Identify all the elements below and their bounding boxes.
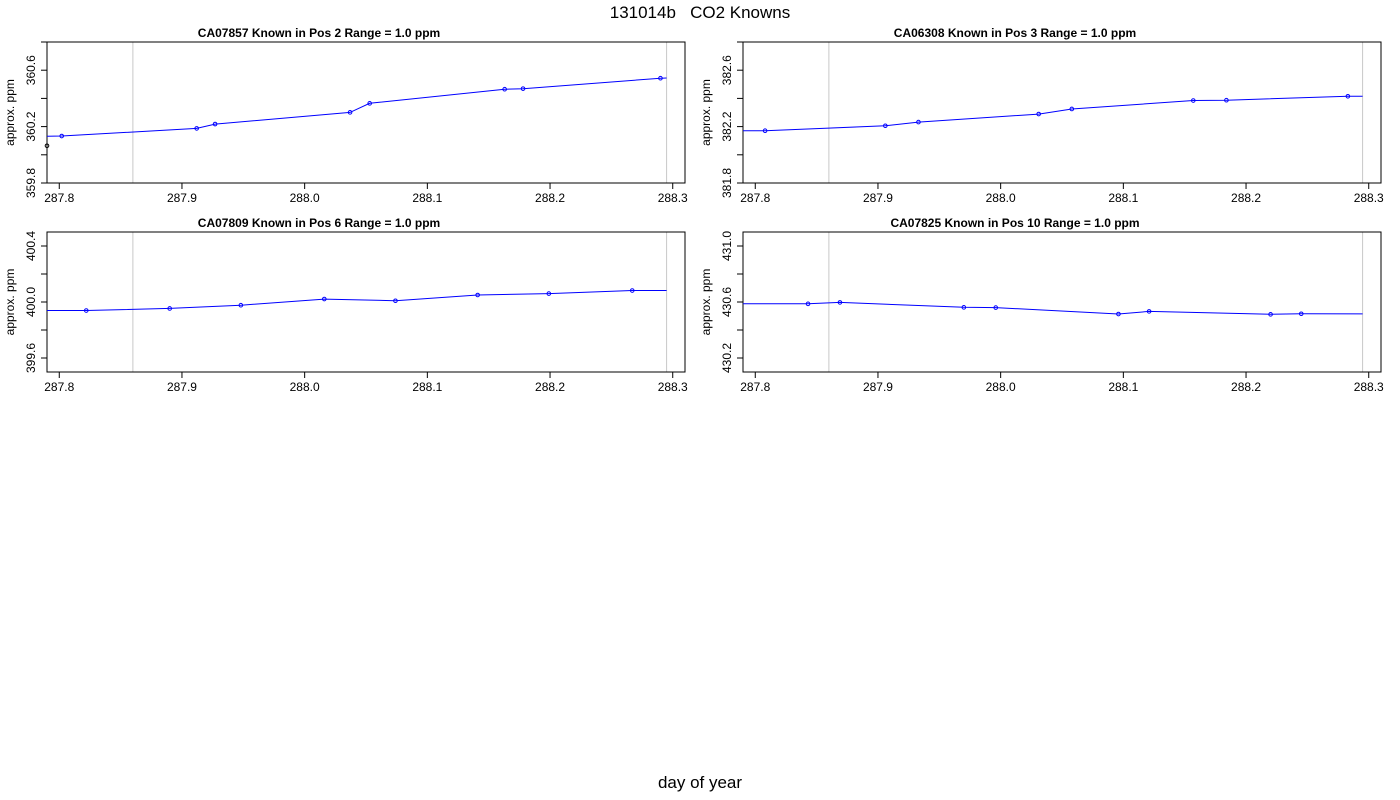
- panel-title: CA07857 Known in Pos 2 Range = 1.0 ppm: [198, 26, 440, 40]
- x-tick-label: 287.8: [740, 191, 770, 205]
- x-tick-label: 288.2: [1231, 380, 1261, 394]
- x-tick-label: 288.3: [658, 191, 688, 205]
- data-point-points: [762, 128, 768, 133]
- data-point-points: [393, 298, 398, 304]
- data-point-points: [212, 121, 218, 127]
- y-tick-label: 382.6: [720, 55, 734, 85]
- y-axis-label: approx. ppm: [3, 79, 17, 146]
- y-tick-label: 430.2: [720, 343, 734, 373]
- y-axis-label: approx. ppm: [3, 269, 17, 336]
- x-tick-label: 287.8: [44, 380, 74, 394]
- x-tick-label: 287.8: [44, 191, 74, 205]
- x-tick-label: 288.0: [986, 380, 1016, 394]
- plot-frame: [46, 41, 686, 184]
- data-point-points: [59, 133, 65, 139]
- x-tick-label: 288.0: [290, 191, 320, 205]
- x-tick-label: 288.3: [1354, 380, 1384, 394]
- data-point-points: [629, 288, 635, 293]
- data-point-points: [1146, 309, 1152, 314]
- data-point-points: [1298, 311, 1304, 317]
- y-tick-label: 400.0: [24, 287, 38, 317]
- x-tick-label: 287.9: [167, 191, 197, 205]
- series-line-fit: [742, 95, 1363, 132]
- data-point-points: [321, 296, 327, 302]
- data-point-points: [1268, 312, 1273, 317]
- x-tick-label: 288.2: [535, 191, 565, 205]
- data-point-points: [1224, 97, 1229, 103]
- y-axis-label: approx. ppm: [699, 269, 713, 336]
- x-tick-label: 287.9: [167, 380, 197, 394]
- data-point-points: [520, 86, 526, 91]
- x-tick-label: 287.9: [863, 191, 893, 205]
- x-tick-label: 288.2: [535, 380, 565, 394]
- data-point-points: [475, 292, 480, 298]
- x-tick-label: 288.0: [986, 191, 1016, 205]
- data-point-points: [883, 123, 888, 129]
- y-tick-label: 359.8: [24, 168, 38, 198]
- data-point-points: [1116, 311, 1121, 317]
- data-point-flagged: [44, 143, 50, 149]
- y-tick-label: 360.6: [24, 55, 38, 85]
- y-tick-label: 382.2: [720, 111, 734, 141]
- x-tick-label: 288.1: [412, 380, 442, 394]
- chart-panel-1: CA07857 Known in Pos 2 Range = 1.0 ppm 28…: [3, 26, 688, 205]
- panel-title: CA06308 Known in Pos 3 Range = 1.0 ppm: [894, 26, 1136, 40]
- panel-title: CA07825 Known in Pos 10 Range = 1.0 ppm: [890, 216, 1139, 230]
- data-point-points: [194, 126, 199, 131]
- panel-title: CA07809 Known in Pos 6 Range = 1.0 ppm: [198, 216, 440, 230]
- data-point-points: [1190, 98, 1196, 103]
- data-point-points: [167, 306, 172, 311]
- x-tick-label: 288.3: [658, 380, 688, 394]
- y-tick-label: 360.2: [24, 111, 38, 141]
- data-point-points: [502, 86, 507, 92]
- series-line-fit: [46, 77, 667, 137]
- data-point-points: [658, 75, 663, 81]
- data-point-points: [347, 110, 353, 115]
- y-tick-label: 430.6: [720, 287, 734, 317]
- chart-panel-2: CA06308 Known in Pos 3 Range = 1.0 ppm 28…: [699, 26, 1384, 205]
- data-point-points: [961, 305, 967, 310]
- data-point-points: [83, 308, 89, 313]
- x-tick-label: 287.8: [740, 380, 770, 394]
- chart-panel-3: CA07809 Known in Pos 6 Range = 1.0 ppm 28…: [3, 216, 688, 394]
- y-tick-label: 400.4: [24, 231, 38, 261]
- plot-frame: [46, 231, 686, 373]
- plot-frame: [742, 41, 1382, 184]
- y-axis-label: approx. ppm: [699, 79, 713, 146]
- y-tick-label: 399.6: [24, 343, 38, 373]
- data-point-points: [546, 291, 552, 296]
- chart-panel-4: CA07825 Known in Pos 10 Range = 1.0 ppm 2…: [699, 216, 1384, 394]
- x-tick-label: 288.1: [1108, 191, 1138, 205]
- x-tick-label: 288.2: [1231, 191, 1261, 205]
- x-tick-label: 287.9: [863, 380, 893, 394]
- data-point-points: [837, 300, 843, 305]
- data-point-points: [367, 101, 372, 106]
- figure-title: 131014b CO2 Knowns: [609, 3, 791, 22]
- data-point-points: [1036, 111, 1041, 117]
- data-point-points: [916, 119, 921, 125]
- x-tick-label: 288.3: [1354, 191, 1384, 205]
- data-point-points: [805, 301, 811, 307]
- x-tick-label: 288.1: [1108, 380, 1138, 394]
- x-tick-label: 288.0: [290, 380, 320, 394]
- data-point-points: [238, 302, 244, 308]
- x-axis-label: day of year: [657, 773, 743, 792]
- y-tick-label: 431.0: [720, 231, 734, 261]
- data-point-points: [993, 305, 999, 310]
- data-point-points: [1345, 93, 1351, 99]
- data-point-points: [1069, 106, 1075, 112]
- series-line-fit: [47, 290, 667, 311]
- x-tick-label: 288.1: [412, 191, 442, 205]
- series-line-fit: [743, 301, 1363, 315]
- y-tick-label: 381.8: [720, 168, 734, 198]
